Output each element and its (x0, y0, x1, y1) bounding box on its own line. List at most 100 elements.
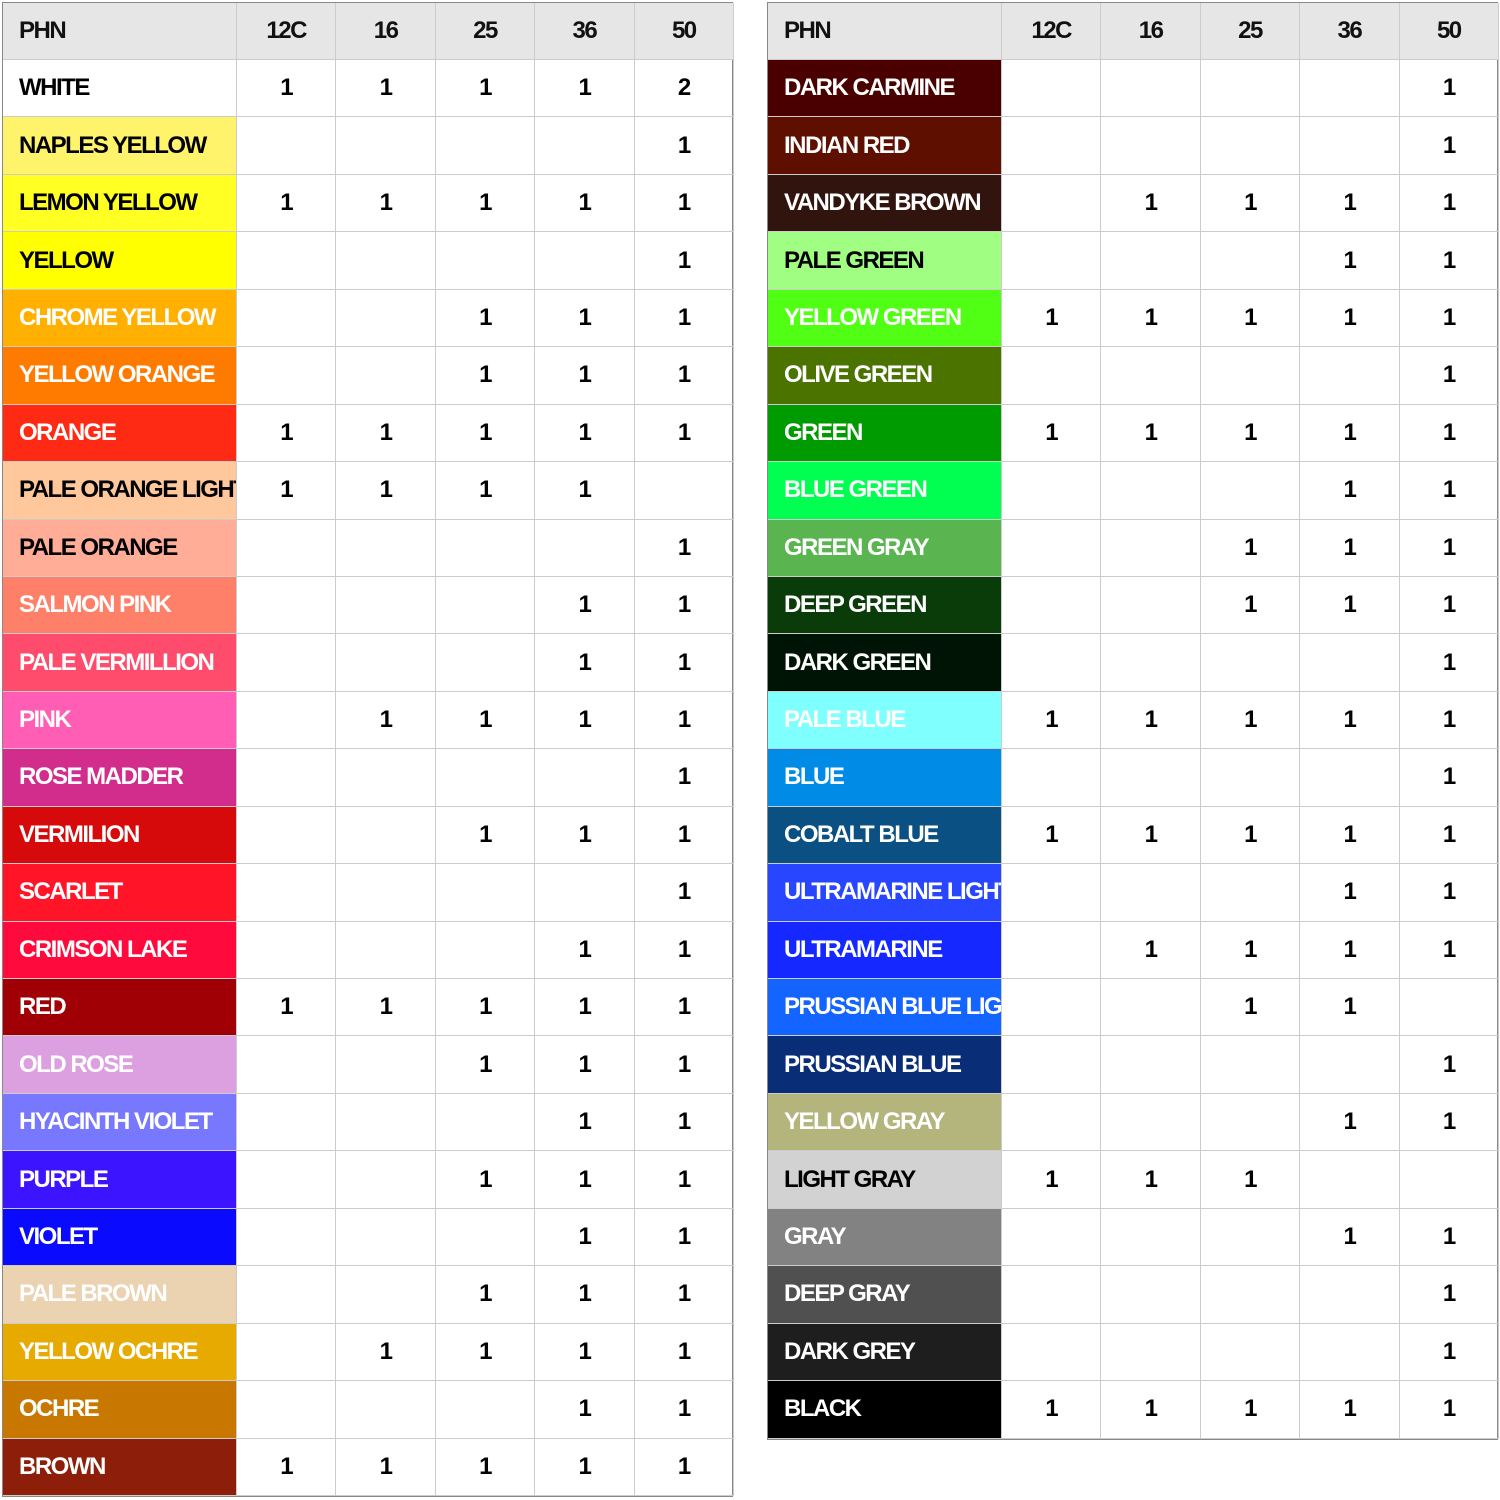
header-cell: PHN (768, 3, 1002, 60)
count-cell: 1 (1300, 404, 1400, 463)
count-cell (1101, 749, 1201, 807)
count-cell: 1 (1200, 404, 1301, 463)
color-name: YELLOW GRAY (768, 1093, 1002, 1152)
count-cell (1101, 1208, 1201, 1267)
count-cell: 1 (237, 404, 337, 463)
count-cell: 1 (1399, 1323, 1499, 1382)
count-cell: 1 (535, 634, 635, 692)
count-cell: 1 (1300, 174, 1400, 233)
color-name: BROWN (3, 1438, 237, 1496)
color-name: ROSE MADDER (3, 749, 237, 807)
count-cell (1002, 1266, 1102, 1324)
count-cell (1200, 117, 1301, 175)
count-cell: 1 (1399, 864, 1499, 922)
count-cell: 1 (1200, 174, 1301, 233)
count-cell (237, 806, 337, 865)
count-cell (237, 691, 337, 750)
count-cell (237, 576, 337, 635)
count-cell: 1 (435, 174, 536, 233)
color-name: CHROME YELLOW (3, 289, 237, 348)
color-name: OCHRE (3, 1381, 237, 1439)
count-cell (1200, 347, 1301, 405)
count-cell: 1 (1399, 289, 1499, 348)
count-cell: 1 (435, 404, 536, 463)
count-cell: 1 (1399, 232, 1499, 290)
count-cell: 1 (435, 60, 536, 118)
count-cell: 1 (1300, 1381, 1400, 1439)
count-cell (336, 1208, 436, 1267)
count-cell: 1 (1101, 691, 1201, 750)
color-name: LIGHT GRAY (768, 1151, 1002, 1209)
count-cell: 1 (535, 1151, 635, 1209)
count-cell: 1 (535, 806, 635, 865)
count-cell (237, 117, 337, 175)
count-cell: 1 (237, 462, 337, 520)
count-cell: 1 (435, 1036, 536, 1094)
count-cell: 1 (237, 1438, 337, 1496)
count-cell: 1 (1002, 1381, 1102, 1439)
color-name: ULTRAMARINE LIGHT (768, 864, 1002, 922)
count-cell: 1 (1200, 806, 1301, 865)
count-cell (1200, 232, 1301, 290)
count-cell (1200, 749, 1301, 807)
count-cell (1002, 1036, 1102, 1094)
header-cell: 36 (535, 3, 635, 60)
color-name: GREEN GRAY (768, 519, 1002, 577)
count-cell (535, 749, 635, 807)
count-cell (1200, 864, 1301, 922)
color-name: CRIMSON LAKE (3, 921, 237, 980)
count-cell: 1 (1399, 347, 1499, 405)
count-cell: 1 (237, 979, 337, 1037)
color-name: PRUSSIAN BLUE (768, 1036, 1002, 1094)
header-cell: 16 (336, 3, 436, 60)
count-cell (336, 864, 436, 922)
color-name: LEMON YELLOW (3, 174, 237, 233)
count-cell: 1 (535, 691, 635, 750)
count-cell: 1 (336, 60, 436, 118)
count-cell (237, 347, 337, 405)
count-cell (1300, 634, 1400, 692)
count-cell (1002, 117, 1102, 175)
color-name: VERMILION (3, 806, 237, 865)
color-name: INDIAN RED (768, 117, 1002, 175)
count-cell (1101, 634, 1201, 692)
count-cell: 1 (1399, 1093, 1499, 1152)
count-cell: 1 (1300, 979, 1400, 1037)
count-cell: 1 (1101, 289, 1201, 348)
color-name: ORANGE (3, 404, 237, 463)
table: PHN 12C 16 25 36 50 DARK CARMINE 1 INDIAN RED 1 VA… (767, 2, 1499, 1440)
color-name: PALE GREEN (768, 232, 1002, 290)
count-cell: 1 (1399, 404, 1499, 463)
count-cell: 1 (535, 1438, 635, 1496)
count-cell: 1 (1200, 691, 1301, 750)
count-cell (535, 519, 635, 577)
count-cell: 1 (1200, 519, 1301, 577)
count-cell (1200, 462, 1301, 520)
count-cell (237, 1093, 337, 1152)
count-cell (1101, 462, 1201, 520)
color-name: VANDYKE BROWN (768, 174, 1002, 233)
count-cell (535, 232, 635, 290)
color-name: PALE BROWN (3, 1266, 237, 1324)
count-cell (336, 1151, 436, 1209)
count-cell (1002, 232, 1102, 290)
count-cell: 1 (1399, 691, 1499, 750)
count-cell: 1 (535, 1036, 635, 1094)
header-cell: 36 (1300, 3, 1400, 60)
count-cell: 1 (1002, 1151, 1102, 1209)
header-cell: 50 (1399, 3, 1499, 60)
count-cell: 1 (435, 1438, 536, 1496)
count-cell (1002, 60, 1102, 118)
count-cell: 1 (634, 404, 734, 463)
color-name: PALE ORANGE (3, 519, 237, 577)
color-name: YELLOW ORANGE (3, 347, 237, 405)
count-cell (1002, 1323, 1102, 1382)
header-cell: 50 (634, 3, 734, 60)
table: PHN 12C 16 25 36 50 WHITE 1 1 1 1 2 NAPLES YELLOW 1 LE… (2, 2, 734, 1497)
count-cell (1101, 864, 1201, 922)
count-cell (1002, 576, 1102, 635)
count-cell (1101, 1266, 1201, 1324)
count-cell: 1 (1399, 462, 1499, 520)
count-cell: 1 (1200, 576, 1301, 635)
color-name: YELLOW (3, 232, 237, 290)
